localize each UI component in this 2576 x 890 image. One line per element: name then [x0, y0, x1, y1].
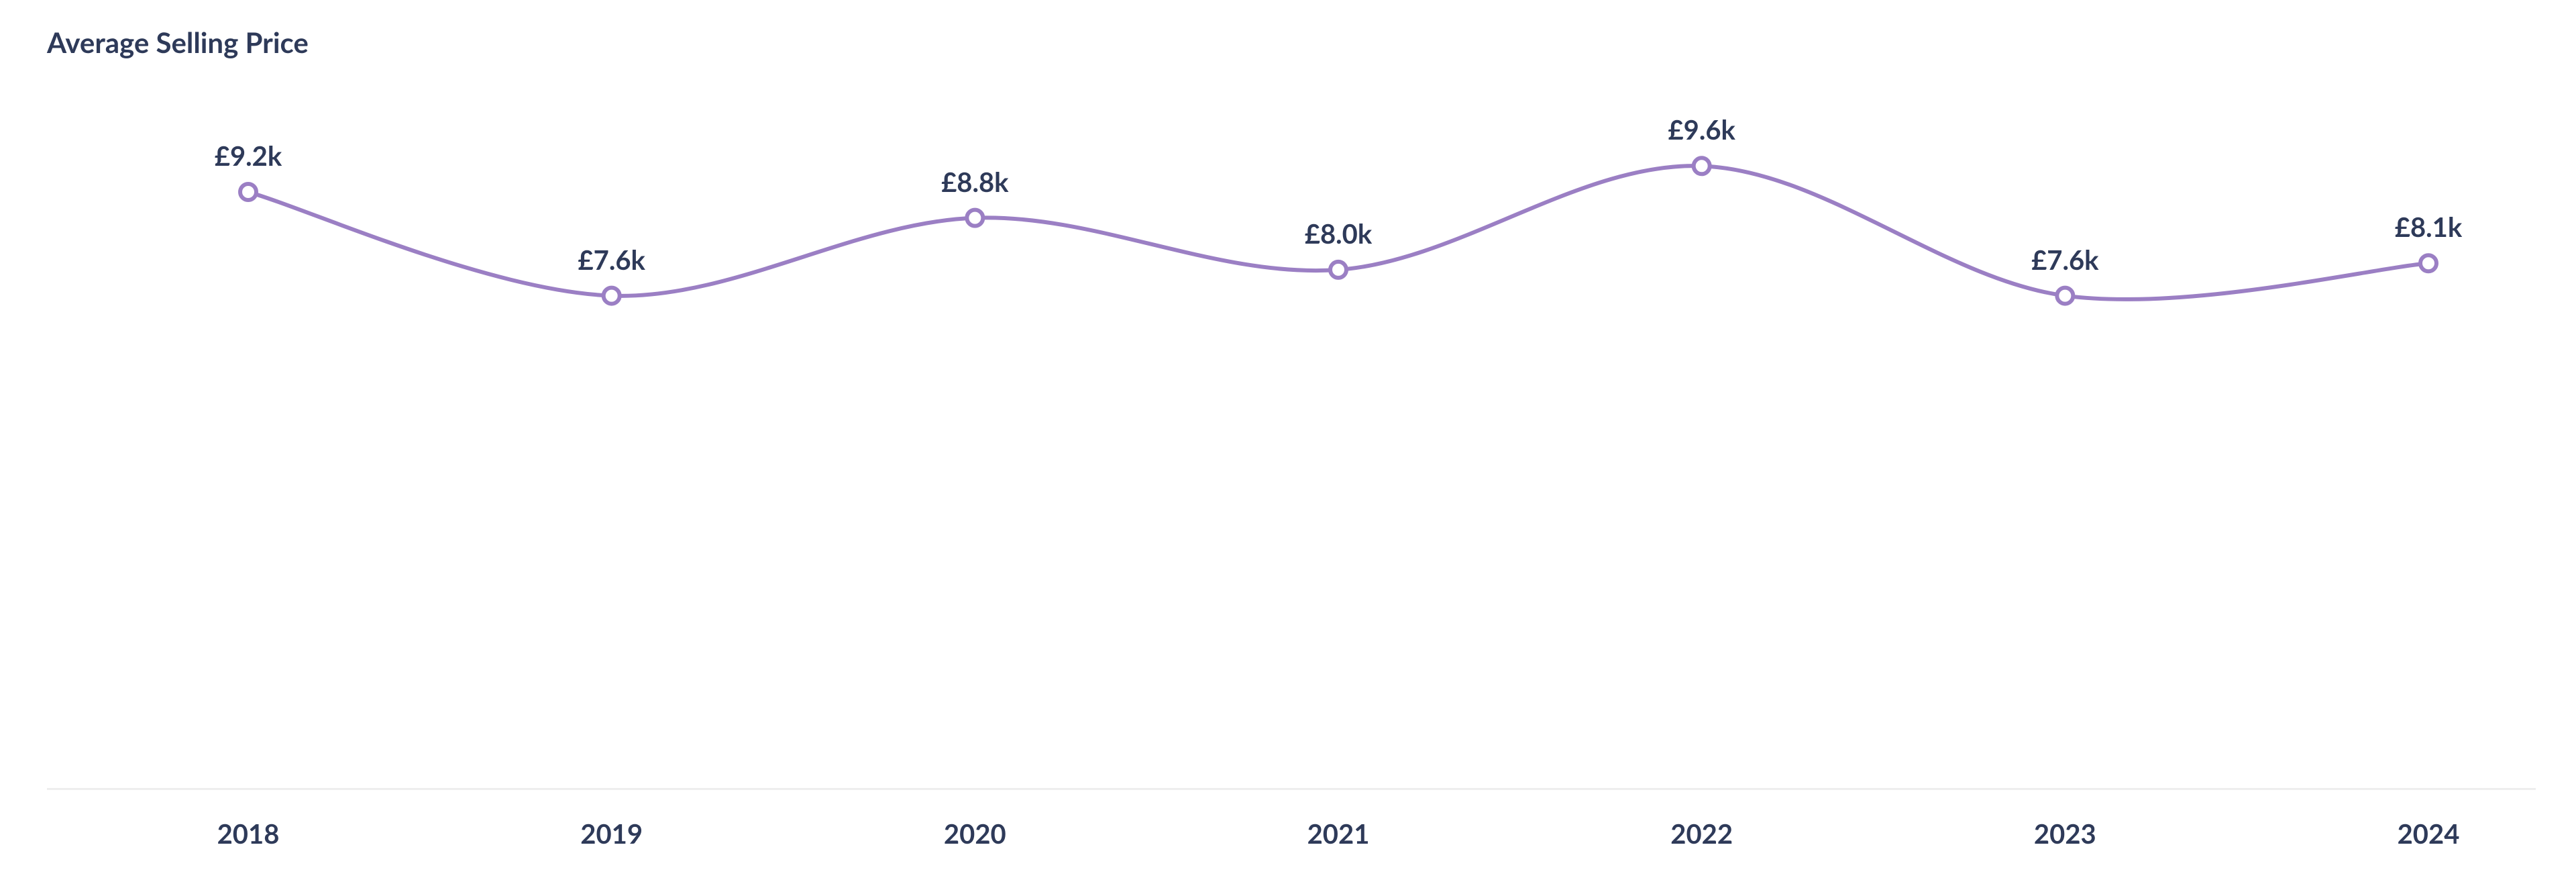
- data-point-label: £8.0k: [1305, 217, 1372, 250]
- x-axis-label: 2021: [1307, 818, 1370, 850]
- data-point-label: £9.6k: [1668, 113, 1735, 146]
- data-point-label: £7.6k: [2031, 244, 2098, 276]
- data-point-marker[interactable]: [2057, 288, 2073, 304]
- data-point-label: £8.1k: [2395, 211, 2462, 243]
- data-point-label: £8.8k: [941, 166, 1008, 198]
- x-axis-label: 2019: [580, 818, 643, 850]
- data-point-marker[interactable]: [1330, 262, 1346, 278]
- data-point-marker[interactable]: [1694, 158, 1710, 174]
- x-axis-label: 2023: [2034, 818, 2096, 850]
- x-axis-label: 2018: [217, 818, 280, 850]
- data-point-marker[interactable]: [240, 184, 256, 200]
- x-axis-label: 2024: [2398, 818, 2460, 850]
- data-point-marker[interactable]: [2420, 255, 2436, 271]
- data-point-label: £9.2k: [215, 140, 282, 172]
- line-chart-plot: [0, 0, 2576, 890]
- data-point-label: £7.6k: [578, 244, 645, 276]
- x-axis-label: 2020: [944, 818, 1006, 850]
- data-point-marker[interactable]: [967, 210, 983, 226]
- chart-container: Average Selling Price 201820192020202120…: [0, 0, 2576, 890]
- x-axis-label: 2022: [1670, 818, 1733, 850]
- data-point-marker[interactable]: [604, 288, 620, 304]
